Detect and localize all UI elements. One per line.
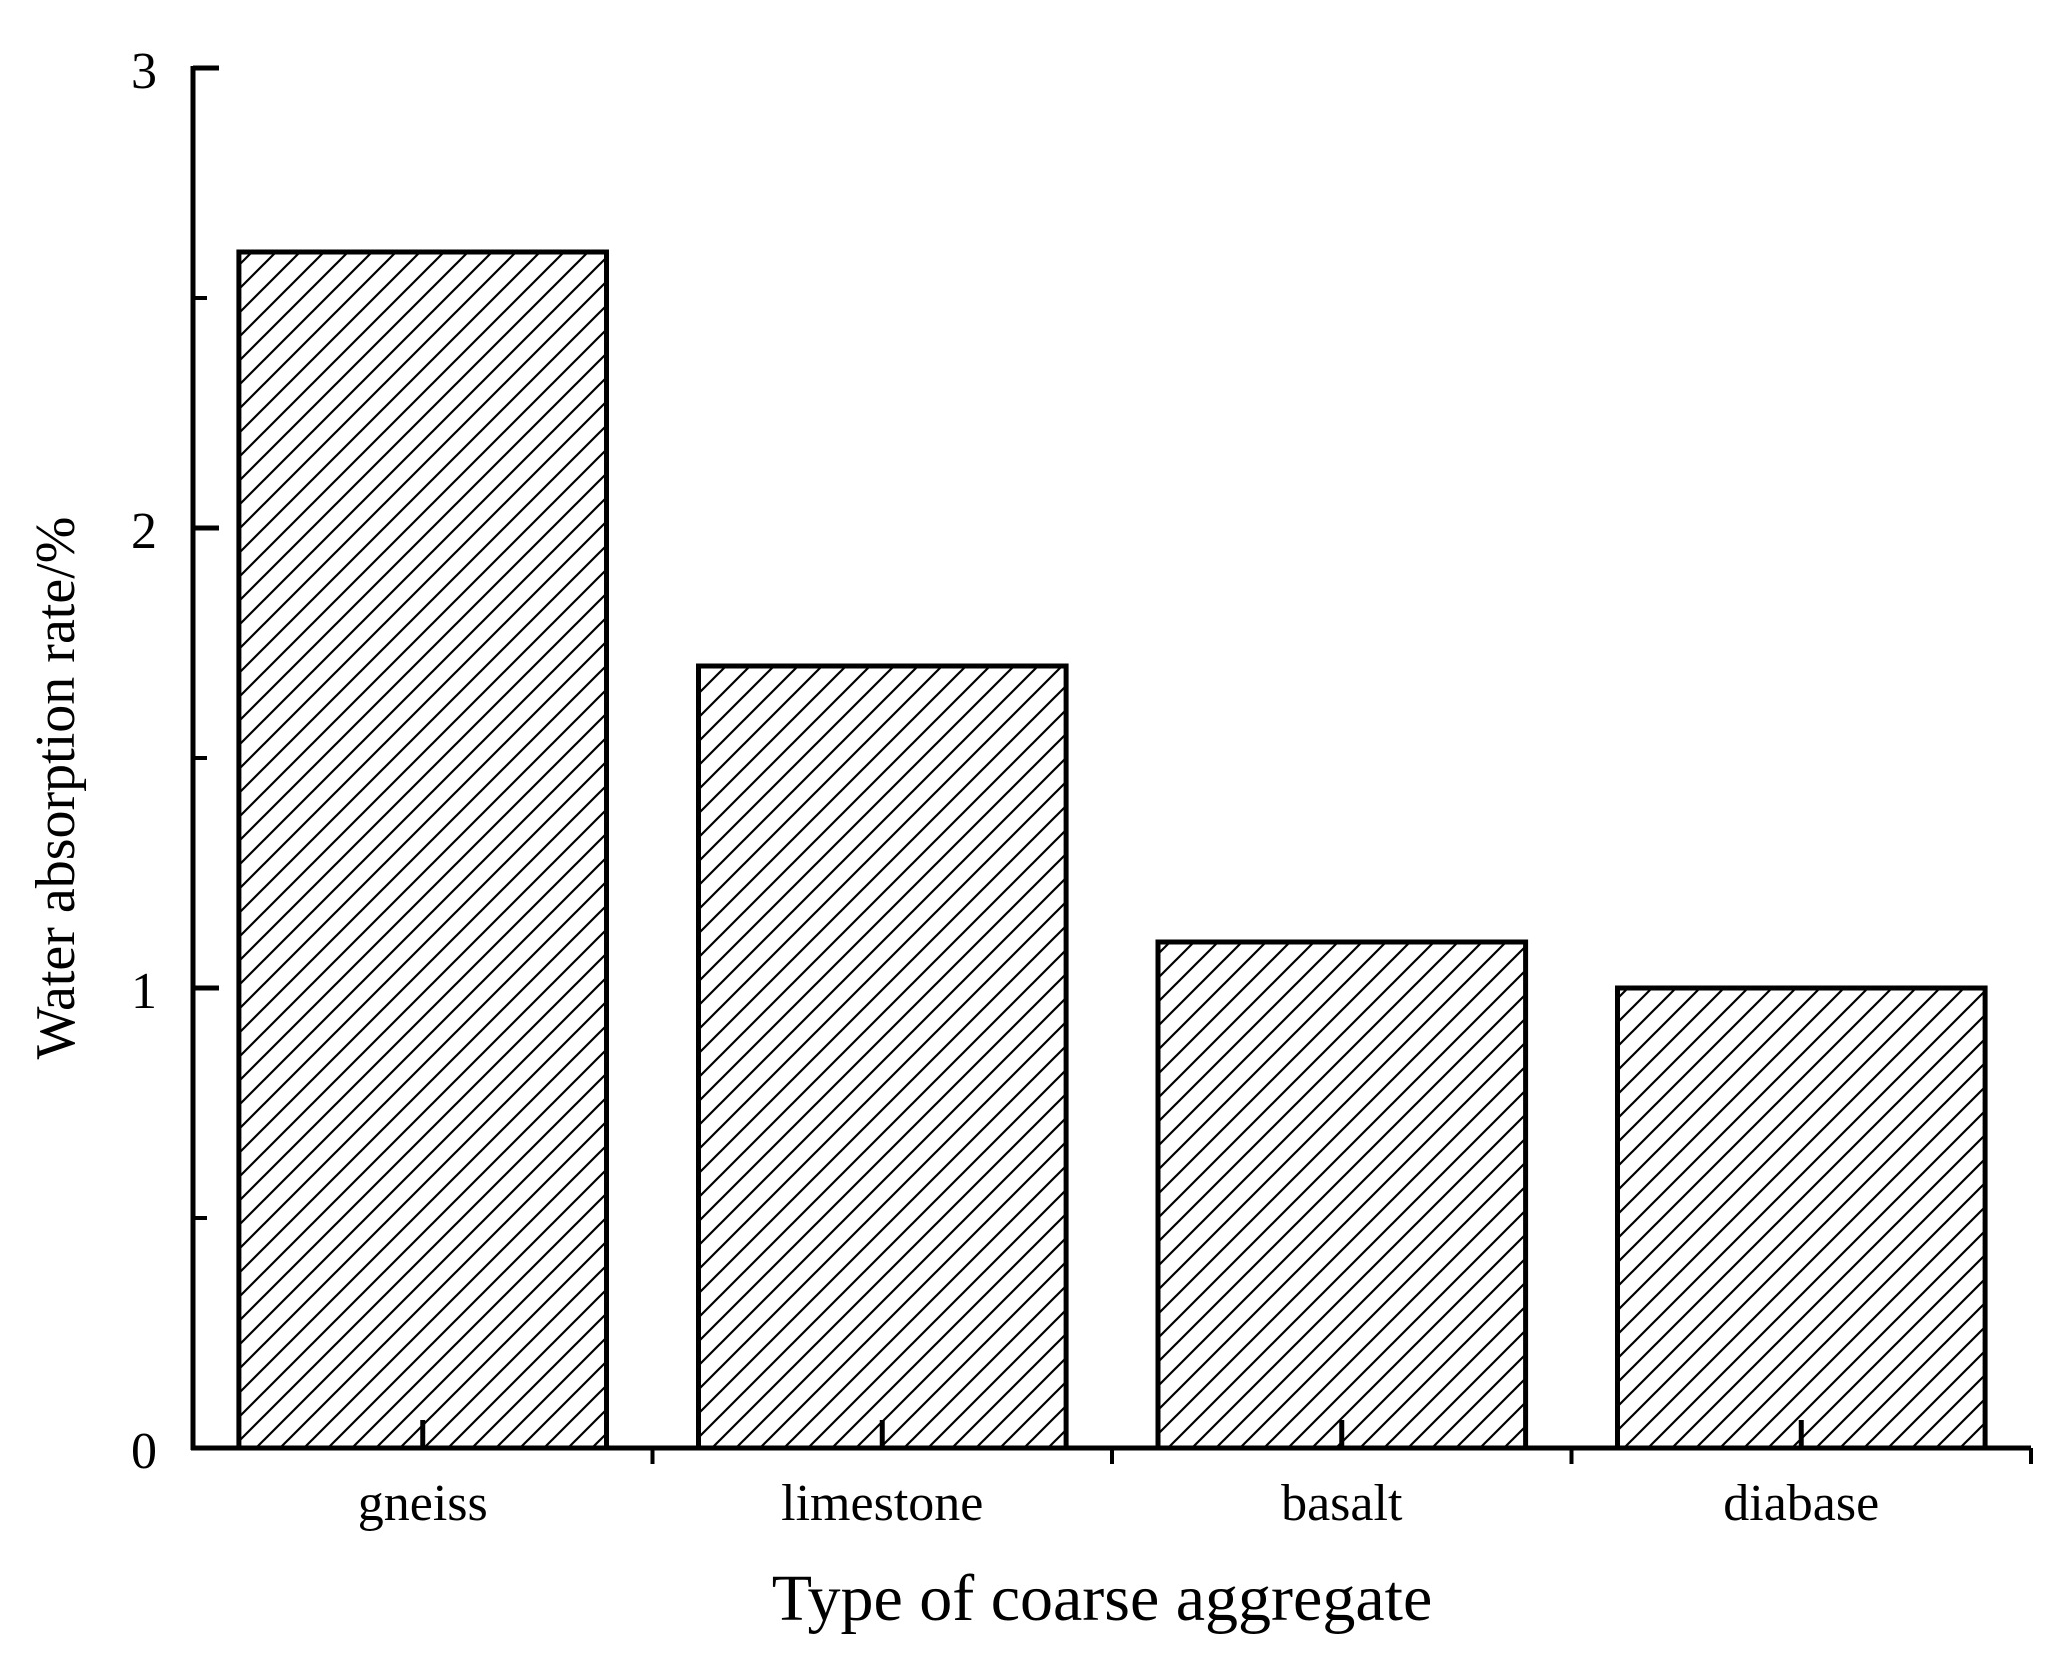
x-tick-label: limestone — [781, 1475, 983, 1532]
bar-basalt — [1155, 939, 1529, 1451]
y-tick-label: 1 — [131, 963, 157, 1020]
y-tick-label: 2 — [131, 503, 157, 560]
bar-gneiss — [236, 249, 609, 1451]
x-axis-title: Type of coarse aggregate — [772, 1562, 1433, 1635]
x-tick-label: gneiss — [358, 1475, 488, 1532]
bar-diabase — [1615, 985, 1988, 1451]
y-tick-label: 0 — [131, 1423, 157, 1480]
bar-limestone — [696, 663, 1069, 1451]
ticks: 0 1 2 3 gneiss limestone basalt diabase — [131, 43, 2033, 1532]
x-tick-label: basalt — [1281, 1475, 1403, 1532]
y-tick-label: 3 — [131, 43, 157, 100]
x-tick-label: diabase — [1723, 1475, 1879, 1532]
bars — [236, 249, 1988, 1451]
y-axis-title: Water absorption rate/% — [25, 517, 87, 1060]
